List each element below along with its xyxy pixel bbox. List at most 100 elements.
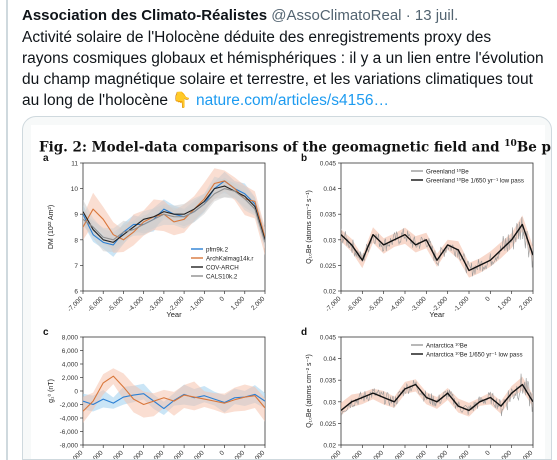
tweet-media-image[interactable]: Fig. 2: Model-data comparisons of the ge…	[22, 116, 552, 460]
y-tick-label: 0.045	[320, 161, 337, 168]
y-tick-label: -8,000	[60, 443, 79, 450]
separator: ·	[405, 7, 411, 24]
legend-label: Antarctica ¹⁰Be	[426, 343, 468, 350]
x-tick-label: -4,000	[388, 449, 406, 460]
raw-record-line	[341, 217, 533, 277]
y-tick-label: 0.04	[323, 186, 336, 193]
uncertainty-band	[341, 376, 533, 417]
y-axis-label: Q₁₀Be (atoms cm⁻² s⁻¹)	[306, 190, 313, 264]
legend-label: pfm9k.2	[206, 247, 229, 254]
x-tick-label: -4,000	[388, 295, 406, 313]
y-tick-label: 10	[71, 186, 79, 193]
panel-letter: b	[301, 153, 307, 164]
x-tick-label: 1,000	[230, 449, 247, 460]
raw-record-line	[341, 373, 533, 417]
x-tick-label: 0	[484, 295, 492, 303]
x-tick-label: -1,000	[452, 449, 470, 460]
y-tick-label: -2,000	[60, 402, 79, 409]
tweet-text: Activité solaire de l'Holocène déduite d…	[22, 27, 552, 111]
x-tick-label: -3,000	[147, 449, 165, 460]
series-line	[83, 393, 265, 410]
legend-label: COV-ARCH	[206, 265, 239, 272]
x-tick-label: 0	[218, 295, 226, 303]
tweet-text-line: rayons cosmiques globaux et hémisphériqu…	[22, 50, 544, 67]
series-line	[341, 383, 533, 412]
plot-area	[340, 162, 534, 292]
x-tick-label: 0	[218, 449, 226, 457]
y-tick-label: 0	[74, 389, 78, 396]
y-tick-label: 4,000	[62, 362, 79, 369]
y-tick-label: 0.02	[323, 443, 336, 450]
x-tick-label: 1,000	[497, 295, 514, 312]
uncertainty-band	[83, 368, 265, 423]
x-tick-label: 2,000	[518, 295, 535, 312]
x-tick-label: -6,000	[346, 449, 364, 460]
x-axis-label: Year	[429, 310, 445, 319]
series-line	[341, 223, 533, 272]
chart-panel-a: a 6 7 8 9 10 11 -7,000 -6,000 -5,000 -4,000 -3,000 -…	[43, 153, 267, 319]
x-tick-label: 0	[484, 449, 492, 457]
author-handle[interactable]: @AssoClimatoReal	[271, 7, 402, 24]
panel-letter: d	[301, 327, 307, 338]
y-tick-label: 11	[71, 161, 78, 168]
figure-title-sup: 10	[504, 139, 517, 149]
tweet-header: Association des Climato-Réalistes @AssoC…	[22, 6, 552, 26]
series-line	[83, 180, 265, 241]
y-tick-label: 0.02	[323, 289, 336, 296]
x-tick-label: -6,000	[87, 449, 105, 460]
y-tick-label: 6	[74, 289, 78, 296]
article-link[interactable]: nature.com/articles/s4156…	[195, 92, 389, 109]
x-tick-label: -7,000	[66, 295, 84, 313]
x-tick-label: 2,000	[250, 449, 267, 460]
x-tick-label: -7,000	[324, 295, 342, 313]
chart-panel-b: b 0.02 0.025 0.03 0.035 0.04 0.045 -7,000 -6,000…	[301, 153, 535, 319]
x-tick-label: -5,000	[367, 449, 385, 460]
figure-title: Fig. 2: Model-data comparisons of the ge…	[39, 139, 551, 156]
x-tick-label: 1,000	[230, 295, 247, 312]
x-tick-label: -7,000	[66, 449, 84, 460]
tweet[interactable]: Association des Climato-Réalistes @AssoC…	[22, 6, 552, 111]
y-tick-label: 7	[74, 263, 78, 270]
y-axis-label: DM (10²² Am²)	[48, 205, 55, 249]
x-tick-label: 2,000	[518, 449, 535, 460]
x-tick-label: -4,000	[127, 449, 145, 460]
y-tick-label: 6,000	[62, 348, 79, 355]
author-name[interactable]: Association des Climato-Réalistes	[22, 7, 268, 24]
thread-line	[0, 0, 14, 460]
x-tick-label: -1,000	[452, 295, 470, 313]
y-tick-label: 0.03	[323, 237, 336, 244]
y-tick-label: 8	[74, 237, 78, 244]
x-axis-label: Year	[166, 310, 182, 319]
y-tick-label: -4,000	[60, 416, 79, 423]
plot-content	[341, 373, 533, 417]
x-tick-label: -2,000	[431, 449, 449, 460]
x-tick-label: -6,000	[87, 295, 105, 313]
y-tick-label: 8,000	[62, 335, 79, 342]
panel-letter: c	[43, 327, 49, 338]
y-axis-label: Q₁₀Be (atoms cm⁻² s⁻¹)	[306, 354, 313, 428]
figure: Fig. 2: Model-data comparisons of the ge…	[31, 125, 551, 460]
x-tick-label: -5,000	[107, 449, 125, 460]
tweet-text-line: au long de l'holocène	[22, 92, 169, 109]
y-tick-label: 0.035	[320, 378, 337, 385]
legend-label: Greenland ¹⁰Be 1/650 yr⁻¹ low pass	[426, 178, 524, 185]
x-tick-label: -3,000	[410, 449, 428, 460]
x-tick-label: -2,000	[168, 449, 186, 460]
x-tick-label: -1,000	[188, 295, 206, 313]
x-tick-label: -3,000	[147, 295, 165, 313]
plot-content	[83, 168, 265, 257]
y-tick-label: 0.025	[320, 263, 337, 270]
y-tick-label: 0.025	[320, 421, 337, 428]
figure-title-prefix: Fig. 2: Model-data comparisons of the ge…	[39, 139, 505, 156]
y-tick-label: 2,000	[62, 375, 79, 382]
plot-content	[83, 368, 265, 423]
tweet-date[interactable]: 13 juil.	[414, 7, 459, 24]
legend-label: ArchKalmag14k.r	[206, 256, 253, 263]
y-tick-label: 0.03	[323, 399, 336, 406]
y-tick-label: 9	[74, 212, 78, 219]
y-tick-label: 0.04	[323, 356, 336, 363]
y-tick-label: 0.045	[320, 335, 337, 342]
legend-label: Greenland ¹⁰Be	[426, 169, 469, 176]
chart-panel-c: c -8,000 -6,000 -4,000 -2,000 0 2,000 4,000 6,00…	[43, 327, 267, 460]
panel-letter: a	[43, 153, 49, 164]
